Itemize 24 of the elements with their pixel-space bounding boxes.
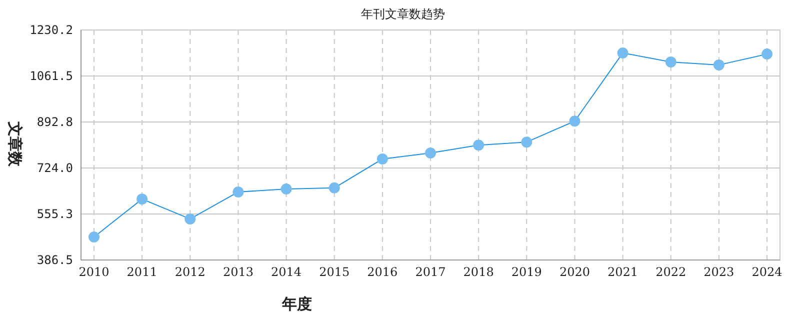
x-tick-label: 2023 (704, 265, 734, 279)
y-tick-label: 386.5 (36, 253, 73, 267)
y-tick-label: 1230.2 (30, 23, 73, 37)
y-axis-title: 文章数 (6, 120, 24, 168)
x-tick-label: 2015 (319, 265, 350, 279)
y-tick-label: 892.8 (36, 114, 73, 129)
x-tick-label: 2017 (415, 265, 446, 279)
x-tick-label: 2021 (608, 265, 638, 279)
x-tick-label: 2019 (511, 265, 542, 279)
x-tick-label: 2011 (126, 265, 158, 279)
x-axis-title: 年度 (281, 295, 312, 313)
y-tick-label: 1061.5 (30, 68, 73, 83)
x-tick-label: 2016 (367, 265, 398, 279)
x-tick-label: 2018 (463, 265, 494, 279)
x-tick-label: 2012 (174, 265, 206, 279)
x-tick-label: 2013 (222, 265, 254, 279)
x-tick-label: 2020 (559, 265, 590, 279)
chart-title: 年刊文章数趋势 (361, 7, 445, 21)
x-tick-label: 2022 (656, 265, 686, 279)
x-tick-label: 2014 (271, 265, 302, 279)
y-tick-label: 555.3 (36, 206, 73, 221)
x-tick-label: 2024 (752, 265, 783, 279)
y-tick-label: 724.0 (36, 160, 73, 175)
x-tick-label: 2010 (78, 265, 110, 279)
